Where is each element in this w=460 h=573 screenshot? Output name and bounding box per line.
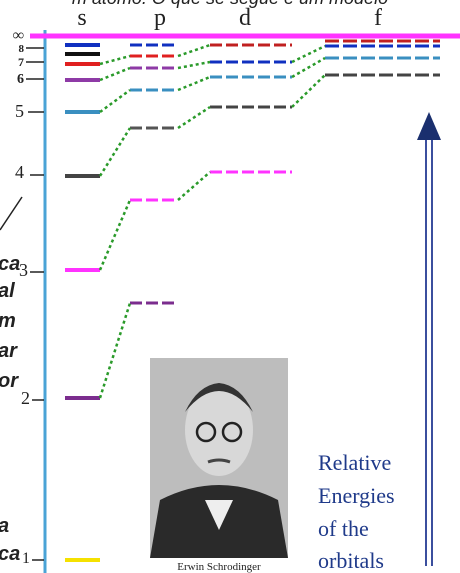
- p-levels: [130, 43, 178, 305]
- connectors: [98, 43, 326, 399]
- column-label: s: [77, 5, 86, 31]
- shape: [177, 105, 211, 130]
- level-label: 1: [22, 550, 30, 567]
- shape: [177, 171, 211, 201]
- column-labels: s p d f: [77, 5, 382, 31]
- level-ticks: [26, 47, 44, 561]
- photo: Erwin Schrodinger: [150, 358, 288, 573]
- fragment: ca: [0, 253, 20, 275]
- legend-line: Energies: [318, 483, 395, 508]
- fragment: ca: [0, 543, 20, 565]
- shape: [99, 54, 131, 66]
- fragment: ar: [0, 340, 18, 362]
- level-label: 8: [19, 43, 25, 55]
- level-label: 6: [17, 72, 24, 87]
- level-label: 2: [21, 388, 30, 408]
- energy-arrow: [417, 112, 441, 566]
- shape: [99, 88, 131, 114]
- column-label: f: [374, 5, 382, 31]
- f-levels: [325, 39, 440, 77]
- photo-glasses: [221, 421, 243, 443]
- level-label: 5: [15, 101, 24, 121]
- legend-line: of the: [318, 516, 369, 541]
- shape: [417, 112, 441, 140]
- column-label: p: [154, 5, 166, 31]
- shape: [291, 44, 326, 64]
- level-label: ∞: [13, 27, 24, 44]
- column-label: d: [239, 5, 251, 31]
- level-label: 7: [18, 55, 24, 69]
- fragment: a: [0, 515, 9, 537]
- photo-collar: [205, 500, 233, 530]
- shape: [291, 56, 326, 79]
- fragment: m: [0, 310, 16, 332]
- left-fragments: ca al m ar or a ca: [0, 253, 20, 565]
- d-levels: [210, 43, 292, 174]
- s-levels: [65, 43, 100, 562]
- header-text: m átomo. O que se segue é um modelo: [72, 0, 388, 8]
- pointer-arrow: [0, 196, 23, 231]
- fragment: or: [0, 370, 19, 392]
- photo-hair: [185, 383, 253, 412]
- photo-mustache: [207, 458, 231, 464]
- photo-glasses: [195, 421, 217, 443]
- shape: [98, 199, 132, 271]
- photo-caption: Erwin Schrodinger: [177, 561, 261, 573]
- shape: [99, 66, 131, 82]
- shape: [291, 74, 326, 108]
- legend-line: Relative: [318, 450, 391, 475]
- level-labels: ∞ 8 7 6 5 4 3 2 1: [13, 27, 30, 567]
- fragment: al: [0, 280, 15, 302]
- legend-line: orbitals: [318, 548, 384, 573]
- shape: [98, 302, 132, 399]
- level-label: 3: [19, 260, 28, 280]
- legend-text: Relative Energies of the orbitals: [318, 450, 395, 573]
- level-label: 4: [15, 162, 24, 182]
- photo-face: [185, 384, 253, 476]
